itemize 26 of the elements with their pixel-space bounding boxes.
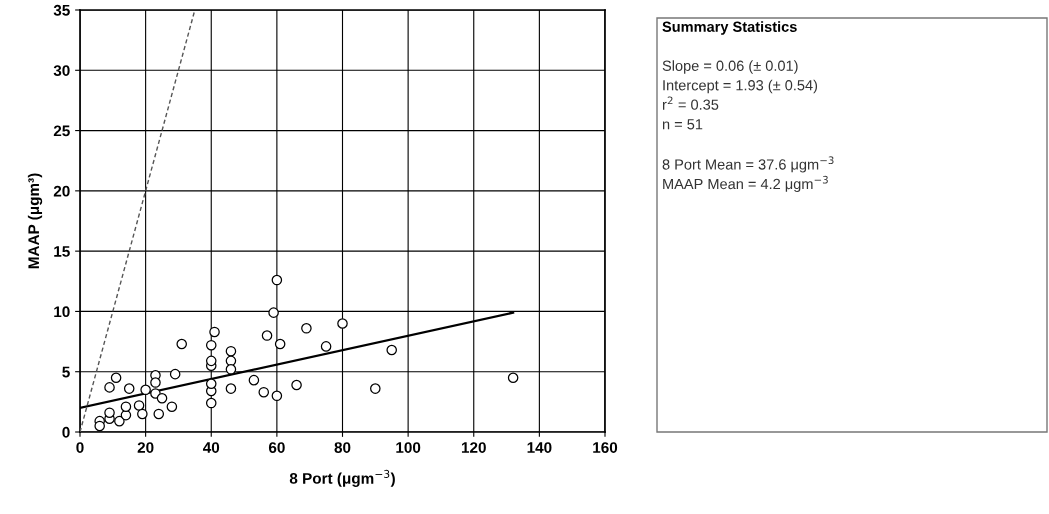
text: r$^{2}$ = 0.35 bbox=[662, 96, 719, 110]
y-axis-title: MAAP (μgm³) bbox=[27, 173, 43, 269]
text: n = 51 bbox=[662, 119, 703, 130]
x-tick-label: 120 bbox=[461, 442, 486, 453]
text: Intercept = 1.93 (± 0.54) bbox=[663, 79, 818, 94]
y-tick-label: 5 bbox=[62, 366, 70, 378]
x-tick-label: 0 bbox=[76, 442, 84, 453]
y-tick-label: 10 bbox=[54, 306, 70, 318]
x-tick-label: 160 bbox=[593, 442, 618, 453]
y-tick-label: 15 bbox=[54, 246, 70, 257]
x-tick-label: 20 bbox=[137, 442, 154, 453]
text: 8 Port Mean = 37.6 μgm$^{−3}$ bbox=[662, 156, 834, 173]
x-axis-title: 8 Port (μgm$^{−3}$) bbox=[289, 469, 395, 487]
x-tick-label: 100 bbox=[396, 442, 421, 453]
y-tick-label: 35 bbox=[53, 4, 70, 16]
x-tick-label: 40 bbox=[202, 442, 220, 453]
text: Slope = 0.06 (± 0.01) bbox=[662, 60, 798, 74]
x-tick-label: 140 bbox=[527, 442, 552, 453]
x-tick-label: 60 bbox=[268, 442, 285, 453]
text: Summary Statistics bbox=[662, 21, 797, 35]
text: MAAP Mean = 4.2 μgm$^{−3}$ bbox=[663, 175, 828, 193]
y-tick-label: 25 bbox=[53, 125, 70, 137]
x-tick-label: 80 bbox=[334, 442, 351, 453]
y-tick-label: 30 bbox=[53, 65, 70, 76]
y-tick-label: 0 bbox=[62, 426, 70, 438]
y-tick-label: 20 bbox=[53, 185, 70, 197]
